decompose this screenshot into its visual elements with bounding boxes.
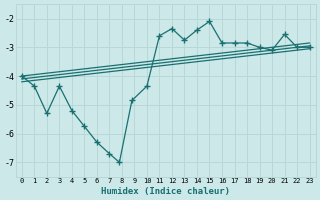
X-axis label: Humidex (Indice chaleur): Humidex (Indice chaleur) bbox=[101, 187, 230, 196]
